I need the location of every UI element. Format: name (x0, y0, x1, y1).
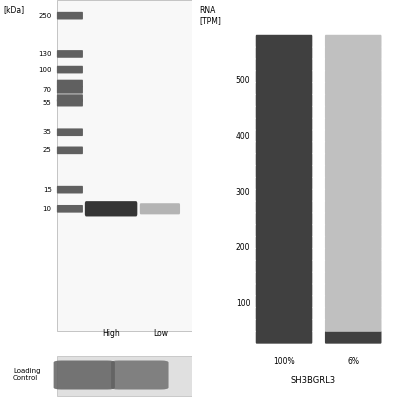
FancyBboxPatch shape (57, 86, 83, 94)
FancyBboxPatch shape (256, 82, 312, 95)
FancyBboxPatch shape (256, 106, 312, 119)
Text: HEK 293: HEK 293 (132, 0, 165, 2)
Text: SH3BGRL3: SH3BGRL3 (291, 376, 336, 385)
FancyBboxPatch shape (256, 272, 312, 284)
FancyBboxPatch shape (325, 47, 381, 60)
FancyBboxPatch shape (57, 99, 83, 106)
FancyBboxPatch shape (256, 165, 312, 178)
FancyBboxPatch shape (325, 70, 381, 83)
FancyBboxPatch shape (325, 141, 381, 154)
FancyBboxPatch shape (85, 201, 137, 216)
FancyBboxPatch shape (57, 146, 83, 154)
Text: PC-3: PC-3 (261, 0, 282, 2)
Text: [kDa]: [kDa] (4, 5, 25, 14)
FancyBboxPatch shape (325, 295, 381, 308)
FancyBboxPatch shape (57, 205, 83, 213)
FancyBboxPatch shape (256, 94, 312, 107)
FancyBboxPatch shape (325, 165, 381, 178)
FancyBboxPatch shape (325, 189, 381, 202)
FancyBboxPatch shape (256, 118, 312, 130)
Text: 200: 200 (236, 243, 251, 252)
FancyBboxPatch shape (256, 130, 312, 142)
FancyBboxPatch shape (256, 58, 312, 71)
Text: 300: 300 (236, 188, 251, 196)
Text: 100: 100 (236, 299, 251, 308)
FancyBboxPatch shape (325, 248, 381, 261)
FancyBboxPatch shape (325, 106, 381, 119)
Text: 100: 100 (38, 66, 52, 72)
FancyBboxPatch shape (57, 356, 192, 396)
FancyBboxPatch shape (325, 212, 381, 225)
Text: 70: 70 (43, 87, 52, 93)
FancyBboxPatch shape (57, 94, 83, 102)
Text: 100%: 100% (273, 357, 295, 366)
FancyBboxPatch shape (325, 331, 381, 344)
FancyBboxPatch shape (57, 186, 83, 194)
FancyBboxPatch shape (256, 224, 312, 237)
FancyBboxPatch shape (256, 236, 312, 249)
FancyBboxPatch shape (256, 47, 312, 60)
Text: 130: 130 (38, 51, 52, 57)
FancyBboxPatch shape (325, 200, 381, 213)
FancyBboxPatch shape (325, 319, 381, 332)
Text: RNA
[TPM]: RNA [TPM] (200, 6, 221, 25)
Text: 25: 25 (43, 147, 52, 153)
Text: High: High (102, 328, 120, 338)
FancyBboxPatch shape (325, 82, 381, 95)
FancyBboxPatch shape (57, 66, 83, 74)
FancyBboxPatch shape (57, 80, 83, 87)
Text: 6%: 6% (347, 357, 359, 366)
FancyBboxPatch shape (57, 12, 83, 20)
FancyBboxPatch shape (53, 360, 115, 390)
FancyBboxPatch shape (256, 70, 312, 83)
FancyBboxPatch shape (256, 260, 312, 273)
FancyBboxPatch shape (256, 307, 312, 320)
FancyBboxPatch shape (325, 307, 381, 320)
FancyBboxPatch shape (325, 58, 381, 71)
Text: 10: 10 (43, 206, 52, 212)
FancyBboxPatch shape (256, 248, 312, 261)
FancyBboxPatch shape (325, 177, 381, 190)
Text: 15: 15 (43, 187, 52, 193)
FancyBboxPatch shape (325, 94, 381, 107)
Text: 500: 500 (236, 76, 251, 85)
Text: 250: 250 (38, 13, 52, 19)
Text: Loading
Control: Loading Control (13, 368, 41, 382)
Text: PC-3: PC-3 (90, 0, 111, 2)
FancyBboxPatch shape (325, 284, 381, 296)
FancyBboxPatch shape (325, 224, 381, 237)
Text: 35: 35 (43, 129, 52, 135)
FancyBboxPatch shape (256, 331, 312, 344)
FancyBboxPatch shape (325, 260, 381, 273)
FancyBboxPatch shape (111, 360, 168, 390)
FancyBboxPatch shape (256, 212, 312, 225)
Text: HEK 293: HEK 293 (326, 0, 359, 2)
FancyBboxPatch shape (256, 319, 312, 332)
FancyBboxPatch shape (256, 35, 312, 48)
FancyBboxPatch shape (57, 128, 83, 136)
Text: 400: 400 (236, 132, 251, 141)
FancyBboxPatch shape (325, 35, 381, 48)
FancyBboxPatch shape (325, 130, 381, 142)
FancyBboxPatch shape (256, 284, 312, 296)
FancyBboxPatch shape (57, 0, 192, 330)
Text: 55: 55 (43, 100, 52, 106)
FancyBboxPatch shape (325, 153, 381, 166)
FancyBboxPatch shape (256, 141, 312, 154)
FancyBboxPatch shape (256, 200, 312, 213)
FancyBboxPatch shape (325, 272, 381, 284)
FancyBboxPatch shape (57, 50, 83, 58)
FancyBboxPatch shape (256, 153, 312, 166)
FancyBboxPatch shape (325, 118, 381, 130)
FancyBboxPatch shape (256, 295, 312, 308)
FancyBboxPatch shape (140, 203, 180, 214)
FancyBboxPatch shape (325, 236, 381, 249)
FancyBboxPatch shape (256, 189, 312, 202)
FancyBboxPatch shape (256, 177, 312, 190)
Text: Low: Low (153, 328, 168, 338)
